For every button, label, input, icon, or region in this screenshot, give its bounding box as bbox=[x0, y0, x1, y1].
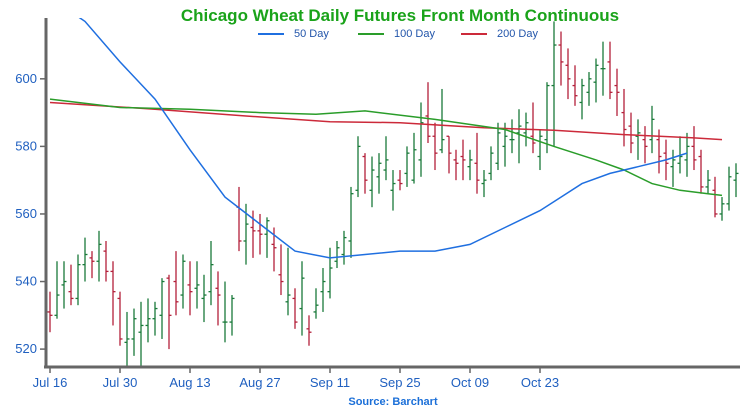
x-tick-label: Jul 16 bbox=[33, 375, 68, 390]
y-tick-label: 600 bbox=[15, 71, 37, 86]
x-tick-label: Sep 11 bbox=[310, 375, 350, 390]
x-tick-label: Aug 27 bbox=[239, 375, 280, 390]
chart-source: Source: Barchart bbox=[348, 396, 438, 408]
legend-item-50day: 50 Day bbox=[258, 28, 329, 40]
x-tick-label: Jul 30 bbox=[103, 375, 138, 390]
series-line-100day bbox=[49, 98, 723, 197]
legend-swatch-100day bbox=[358, 33, 384, 36]
legend-label-50day: 50 Day bbox=[294, 28, 329, 40]
legend-item-200day: 200 Day bbox=[461, 28, 538, 40]
y-tick-label: 580 bbox=[15, 138, 37, 153]
x-tick-label: Oct 23 bbox=[521, 375, 559, 390]
chart-title: Chicago Wheat Daily Futures Front Month … bbox=[180, 6, 620, 25]
legend-label-200day: 200 Day bbox=[497, 28, 538, 40]
series-line-200day bbox=[49, 101, 723, 141]
y-tick-label: 520 bbox=[15, 341, 37, 356]
legend-label-100day: 100 Day bbox=[394, 28, 435, 40]
legend-swatch-50day bbox=[258, 33, 284, 36]
series-line-50day bbox=[78, 18, 688, 259]
x-tick-label: Sep 25 bbox=[379, 375, 420, 390]
y-tick-label: 560 bbox=[15, 206, 37, 221]
legend-item-100day: 100 Day bbox=[358, 28, 435, 40]
y-tick-label: 540 bbox=[15, 274, 37, 289]
x-tick-label: Aug 13 bbox=[169, 375, 210, 390]
x-tick-label: Oct 09 bbox=[451, 375, 489, 390]
legend-swatch-200day bbox=[461, 33, 487, 36]
